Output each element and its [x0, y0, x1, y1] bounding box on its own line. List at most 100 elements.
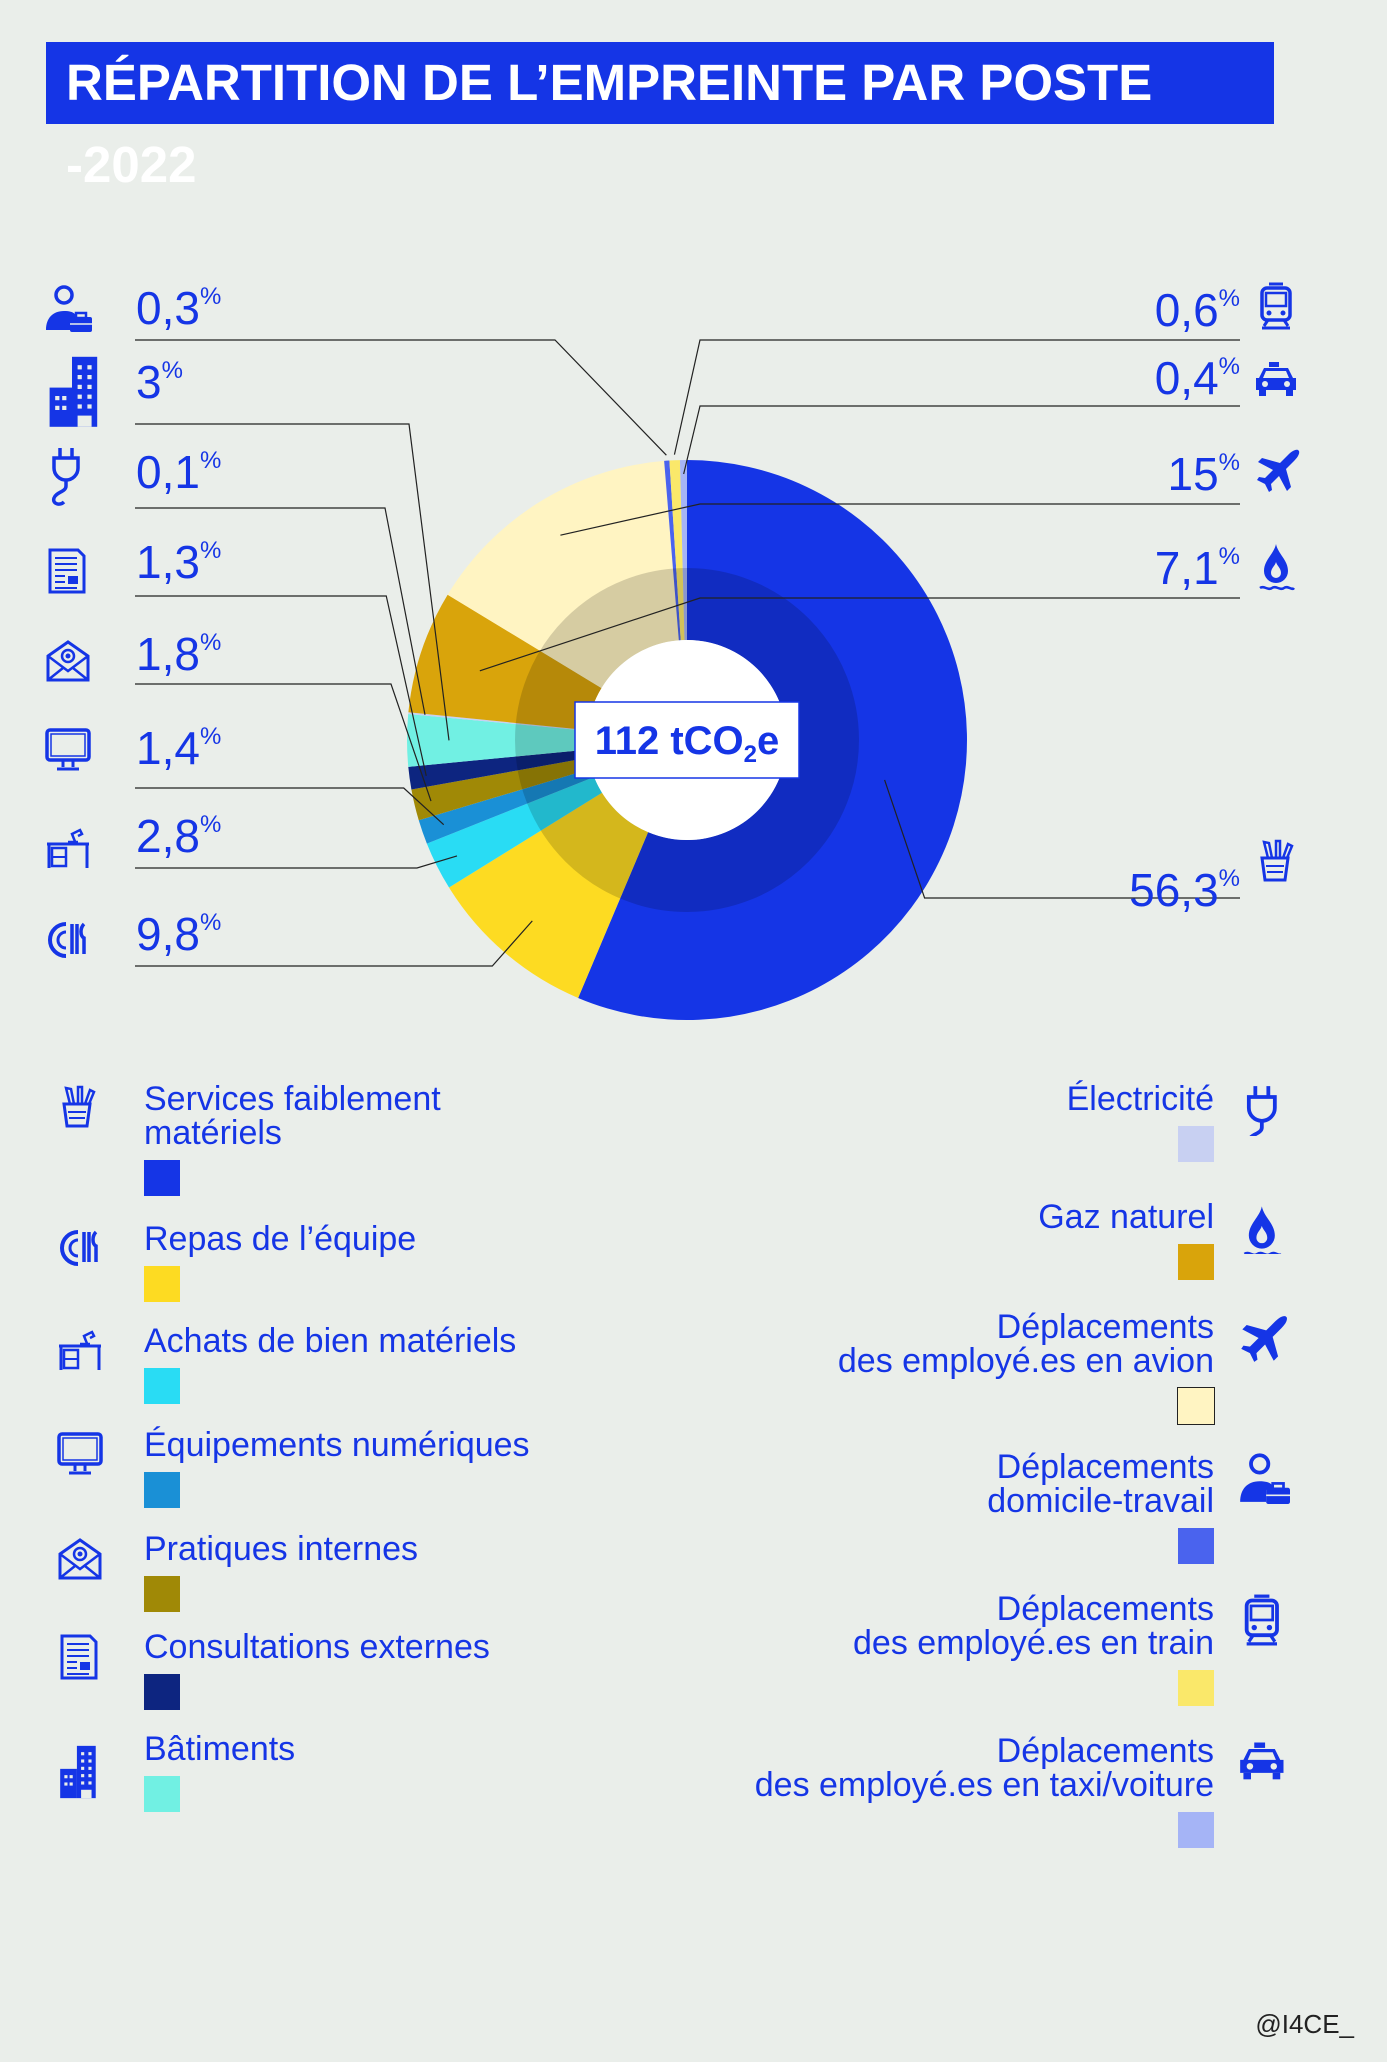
legend-swatch	[1178, 1670, 1214, 1706]
legend-icon-wrap	[1238, 1312, 1290, 1369]
legend-label-left-2: Achats de bien matériels	[144, 1324, 516, 1358]
legend-label-line: Déplacements	[996, 1448, 1214, 1486]
email-icon	[58, 1538, 102, 1580]
callout-plane-icon	[1257, 449, 1300, 492]
legend-label-line: Déplacements	[996, 1732, 1214, 1770]
legend-label-line: Repas de l’équipe	[144, 1220, 417, 1258]
value-label-7: 0,1%	[136, 446, 221, 498]
callout-email-icon	[46, 640, 90, 682]
callout-car-icon	[1256, 362, 1296, 396]
legend-swatch	[144, 1368, 180, 1404]
legend-label-line: des employé.es en train	[853, 1624, 1214, 1662]
train-icon	[1244, 1594, 1279, 1646]
legend-label-left-6: Bâtiments	[144, 1732, 295, 1766]
callout-plug-icon	[51, 448, 80, 506]
value-label-11: 0,6%	[1155, 284, 1240, 336]
legend-swatch	[144, 1674, 180, 1710]
legend-icon-wrap	[1238, 1736, 1290, 1793]
pie-slice-6	[406, 714, 588, 767]
legend-icon-wrap	[56, 1534, 104, 1587]
center-label-box	[574, 701, 800, 779]
meal-icon	[60, 1230, 98, 1266]
legend-icon-wrap	[56, 1430, 104, 1483]
pie-slice-12	[679, 460, 687, 641]
legend-label-right-2: Déplacements des employé.es en avion	[838, 1310, 1214, 1378]
leader-line-10	[135, 339, 667, 456]
legend-label-line: Achats de bien matériels	[144, 1322, 517, 1360]
car-icon	[1240, 1742, 1284, 1780]
legend-label-right-0: Électricité	[1067, 1082, 1214, 1116]
center-label: 112 tCO2e	[595, 719, 780, 768]
legend-icon-wrap	[1238, 1084, 1290, 1149]
legend-swatch	[1177, 1387, 1215, 1425]
legend-icon-wrap	[56, 1224, 104, 1277]
commuter-icon	[1240, 1453, 1290, 1504]
inner-shade-ring	[515, 568, 859, 912]
legend-swatch	[1178, 1812, 1214, 1848]
leader-line-2	[135, 855, 458, 869]
legend-label-left-4: Pratiques internes	[144, 1532, 418, 1566]
value-label-1: 9,8%	[136, 908, 221, 960]
callout-gas-flame-icon	[1259, 544, 1296, 591]
legend-icon-wrap	[56, 1084, 104, 1137]
leader-line-4	[135, 683, 432, 802]
callout-building-icon	[49, 356, 98, 427]
value-label-5: 1,3%	[136, 536, 221, 588]
legend-icon-wrap	[56, 1632, 104, 1685]
legend-label-line: Électricité	[1066, 1080, 1214, 1118]
legend-swatch	[144, 1472, 180, 1508]
leader-line-0	[884, 779, 1240, 899]
leader-line-11	[673, 339, 1240, 455]
legend-label-line: Pratiques internes	[144, 1530, 419, 1568]
callout-commuter-icon	[46, 285, 92, 332]
value-label-9: 15%	[1167, 448, 1240, 500]
pie-slice-1	[449, 792, 649, 998]
desk-icon	[59, 1330, 101, 1370]
legend-label-line: des employé.es en taxi/voiture	[754, 1766, 1214, 1804]
legend-label-line: Services faiblement	[144, 1080, 441, 1118]
plane-icon	[1241, 1316, 1287, 1362]
legend-label-line: des employé.es en avion	[837, 1342, 1214, 1380]
value-label-10: 0,3%	[136, 282, 221, 334]
leader-line-9	[560, 503, 1240, 536]
legend-label-line: Bâtiments	[144, 1730, 296, 1768]
legend-label-right-4: Déplacements des employé.es en train	[853, 1592, 1214, 1660]
legend-label-line: Équipements numériques	[144, 1426, 530, 1464]
legend-swatch	[1178, 1244, 1214, 1280]
document-icon	[60, 1634, 98, 1680]
callout-meal-icon	[48, 922, 86, 958]
leader-line-12	[683, 405, 1240, 475]
leader-line-6	[135, 423, 450, 741]
legend-swatch	[144, 1266, 180, 1302]
pie-slice-11	[669, 460, 685, 641]
legend-label-line: Gaz naturel	[1038, 1198, 1214, 1236]
monitor-icon	[57, 1432, 103, 1475]
legend-label-left-1: Repas de l’équipe	[144, 1222, 416, 1256]
legend-swatch	[144, 1576, 180, 1612]
callout-train-icon	[1260, 282, 1292, 330]
pie-slice-5	[408, 749, 589, 790]
legend-swatch	[1178, 1528, 1214, 1564]
building-icon	[60, 1745, 96, 1799]
callout-document-icon	[48, 548, 86, 594]
leader-line-1	[135, 920, 533, 967]
callout-pencil-cup-icon	[1260, 839, 1294, 882]
pie-slice-0	[578, 460, 967, 1020]
legend-icon-wrap	[1238, 1452, 1290, 1509]
pie-slice-2	[426, 776, 603, 888]
legend-icon-wrap	[1238, 1202, 1290, 1259]
leader-line-7	[135, 507, 426, 715]
pie-slice-4	[411, 757, 592, 821]
pencil-cup-icon	[62, 1085, 96, 1128]
legend-label-left-3: Équipements numériques	[144, 1428, 530, 1462]
gas-flame-icon	[1243, 1206, 1283, 1257]
legend-label-right-1: Gaz naturel	[1038, 1200, 1214, 1234]
pie-slice-9	[447, 460, 679, 689]
legend-swatch	[1178, 1126, 1214, 1162]
legend-label-right-3: Déplacements domicile-travail	[987, 1450, 1214, 1518]
pie-slice-10	[664, 460, 681, 641]
legend-label-line: Déplacements	[996, 1590, 1214, 1628]
legend-label-line: matériels	[144, 1114, 282, 1152]
legend-swatch	[144, 1776, 180, 1812]
